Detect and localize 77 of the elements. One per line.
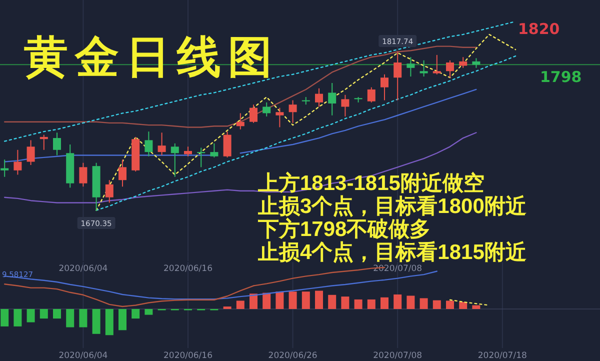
bar (420, 298, 428, 309)
candlestick (420, 60, 428, 78)
bar (288, 292, 297, 309)
bar (236, 300, 244, 309)
bar (328, 294, 336, 309)
bar (14, 309, 22, 326)
x-tick-label: 2020/06/26 (268, 351, 318, 361)
candlestick (223, 131, 232, 158)
bar (341, 296, 350, 309)
bar (40, 309, 48, 319)
candlestick (53, 132, 61, 156)
bar (66, 309, 74, 328)
x-tick-label: 2020/06/16 (164, 351, 212, 361)
bar (446, 300, 454, 309)
x-tick-label: 2020/07/08 (373, 351, 422, 361)
candlestick (315, 88, 323, 108)
candlestick (197, 147, 206, 168)
bar (132, 309, 140, 319)
bar (26, 309, 35, 322)
bar (92, 309, 100, 334)
candlestick (105, 180, 114, 204)
candlestick (26, 140, 35, 166)
bar (380, 297, 388, 309)
bar (105, 309, 114, 336)
chart-title: 黄金日线图 (24, 33, 279, 82)
candlestick (459, 56, 468, 68)
candlestick (14, 149, 22, 176)
x-tick-label: 2020/07/08 (373, 264, 422, 274)
x-tick-label: 2020/07/18 (478, 351, 527, 361)
bar (262, 292, 271, 309)
candlestick (250, 104, 258, 124)
text: 止损4个点，目标看1815附近 (257, 241, 526, 264)
bar (250, 294, 258, 309)
candlestick (394, 52, 402, 101)
bar (459, 302, 468, 309)
x-tick-label: 2020/06/04 (58, 264, 108, 274)
candlestick (236, 112, 244, 130)
text: 下方1798不破做多 (257, 217, 431, 241)
bar (53, 309, 61, 319)
candlestick (210, 142, 218, 158)
candlestick (0, 159, 9, 178)
x-tick-label: 2020/06/04 (58, 351, 108, 361)
candlestick (472, 58, 480, 68)
candlestick (406, 56, 415, 78)
candlestick (276, 107, 284, 128)
bar (118, 309, 126, 330)
annotation: 止损3个点，目标看1800附近 (257, 195, 526, 218)
candlestick (40, 134, 48, 150)
bar (367, 299, 376, 309)
bar (302, 292, 310, 309)
bar (144, 309, 153, 315)
candlestick (79, 162, 88, 188)
candlestick (367, 86, 376, 103)
candlestick (432, 54, 441, 75)
text: 1820 (518, 20, 560, 38)
candlestick (118, 159, 126, 188)
candlestick (328, 82, 336, 116)
candlestick (184, 146, 192, 157)
bar (354, 299, 362, 309)
bar (394, 294, 402, 309)
bar (406, 296, 415, 309)
bar (472, 305, 480, 309)
candlestick (288, 100, 297, 124)
candlestick (341, 94, 350, 117)
candlestick (170, 142, 179, 178)
bar (0, 309, 9, 326)
candlestick (446, 60, 454, 78)
candlestick (158, 132, 166, 156)
bar (276, 292, 284, 309)
bar (315, 290, 323, 309)
candlestick (144, 131, 153, 157)
candlestick (380, 74, 388, 101)
bar (79, 309, 88, 328)
x-tick-label: 2020/06/16 (164, 264, 212, 274)
bar (432, 300, 441, 309)
candlestick (262, 102, 271, 117)
text: 1798 (540, 68, 582, 86)
